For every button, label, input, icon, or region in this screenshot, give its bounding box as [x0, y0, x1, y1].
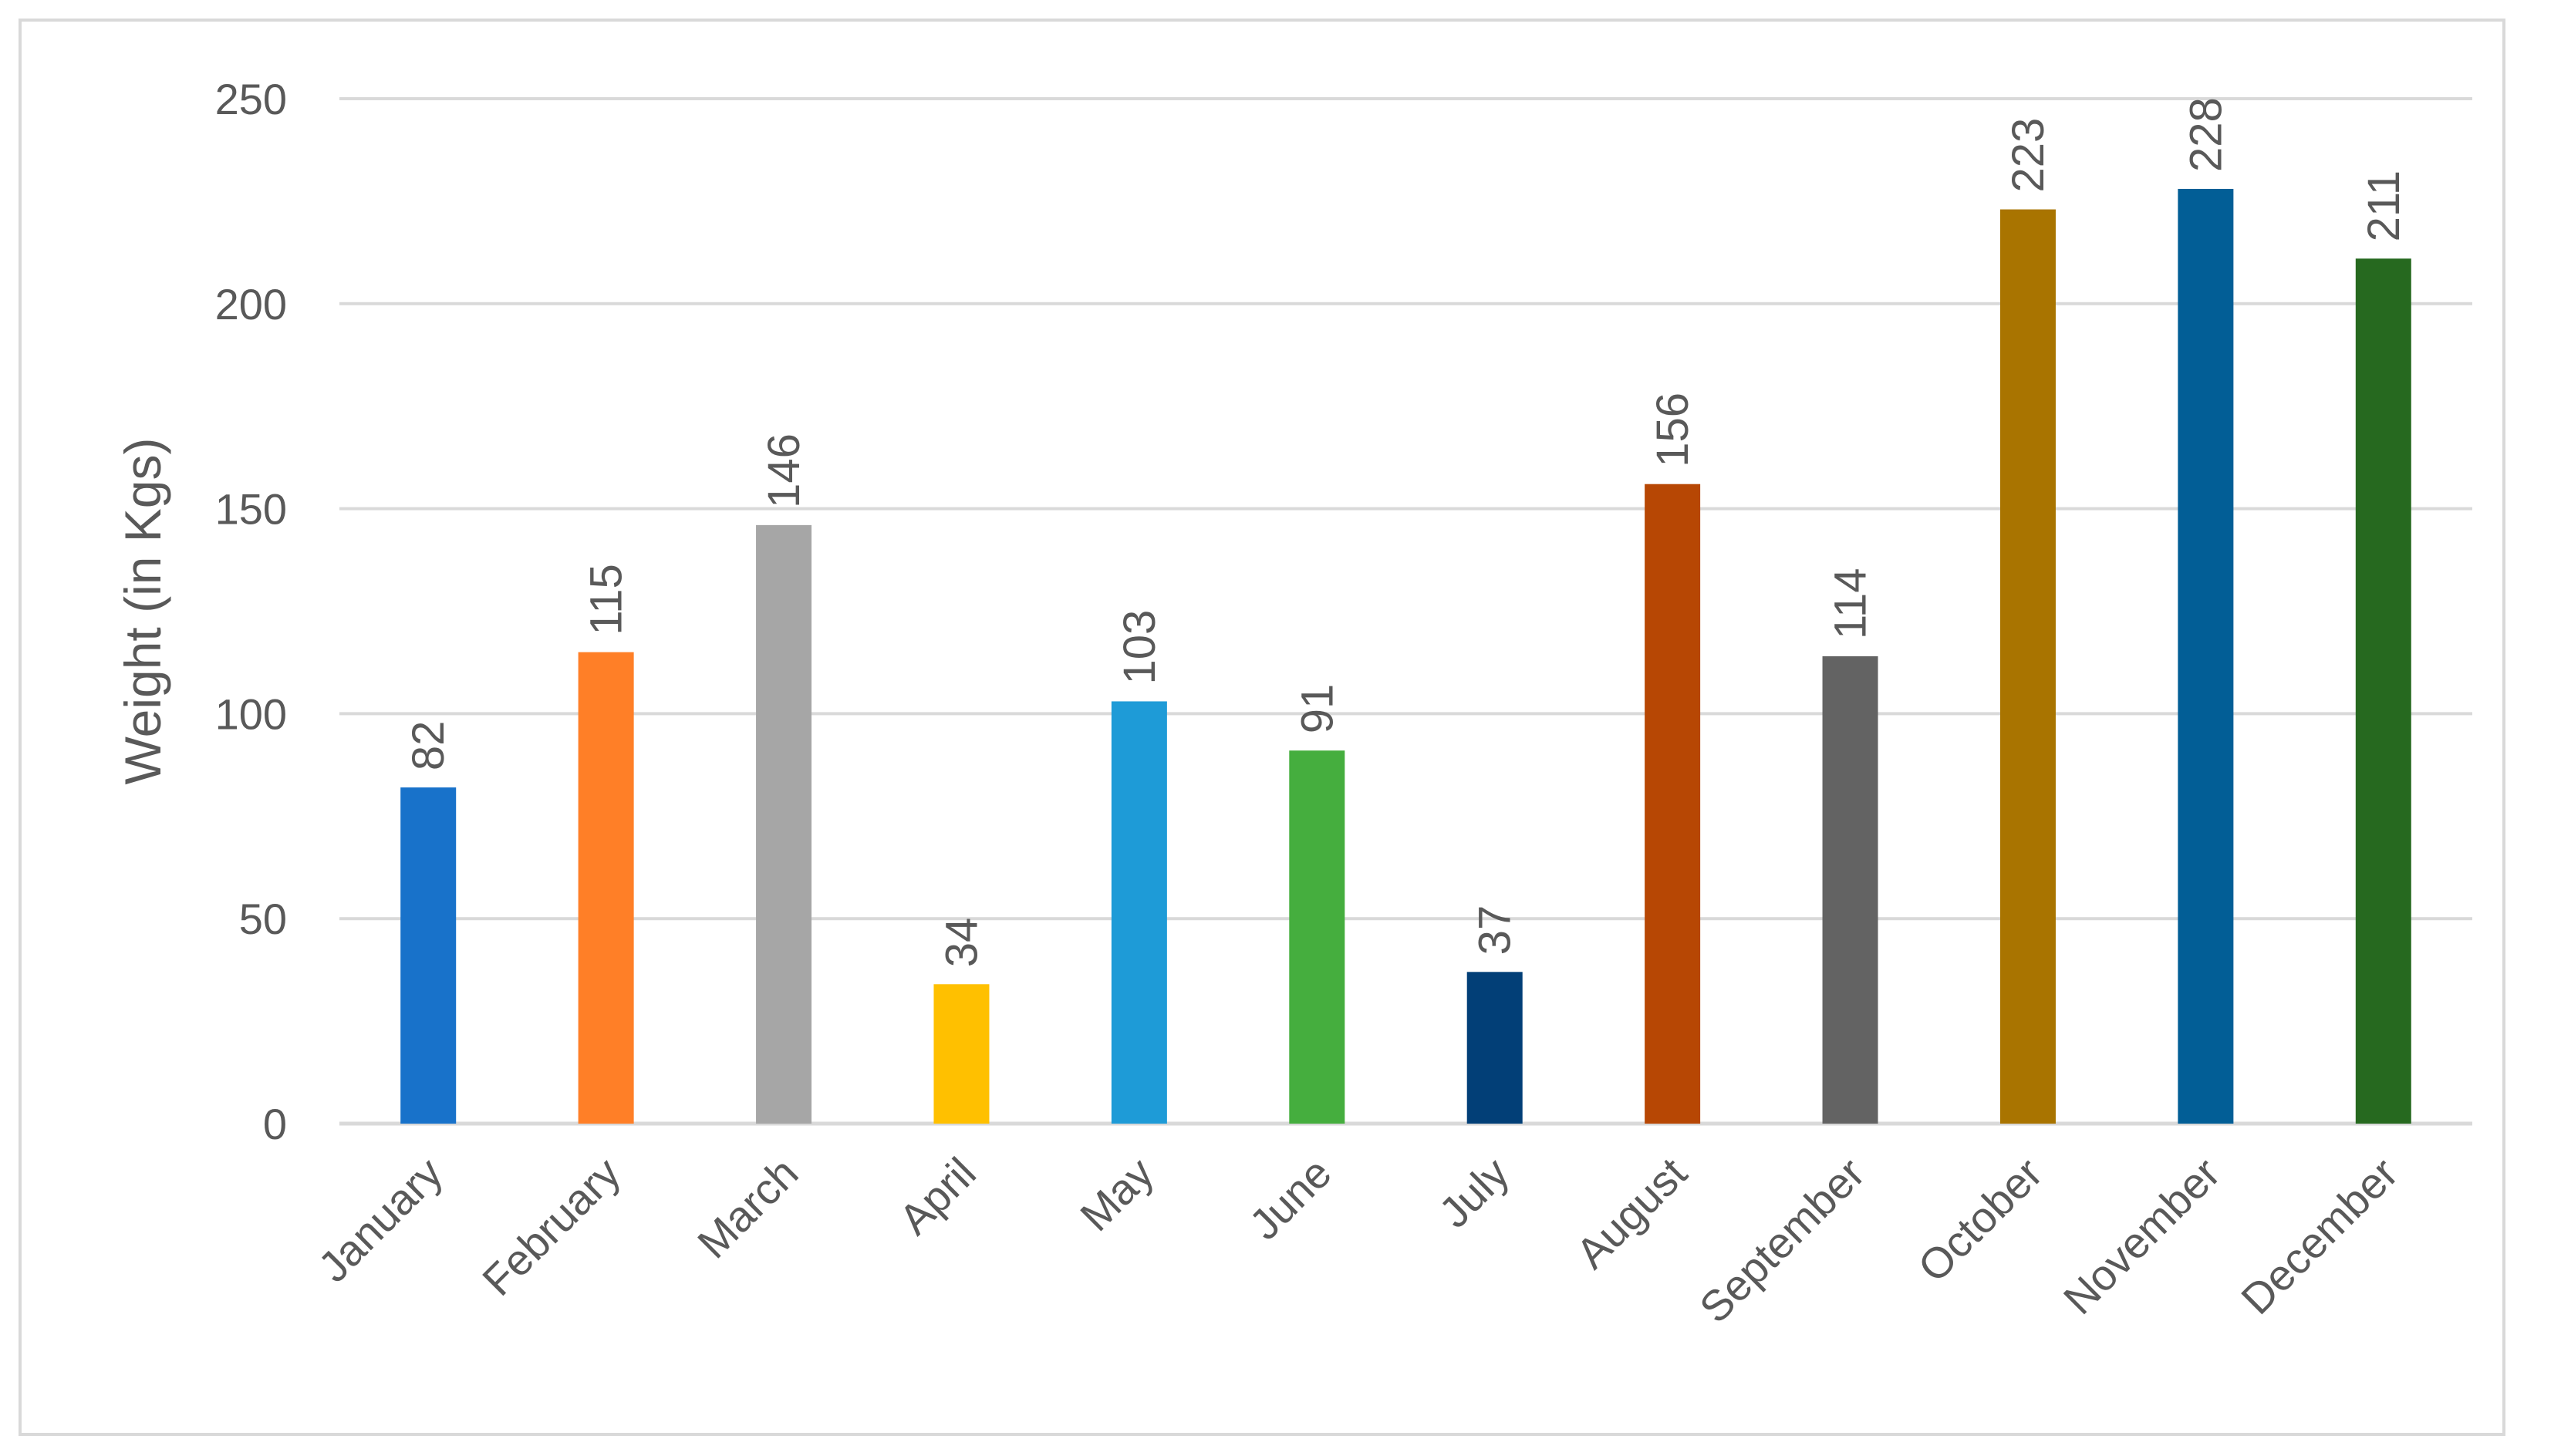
y-tick-label: 250 [215, 75, 287, 123]
y-tick-label: 0 [263, 1100, 287, 1148]
data-label-november: 228 [2181, 97, 2231, 172]
data-label-january: 82 [403, 721, 454, 771]
data-label-april: 34 [936, 918, 987, 968]
gridlines [339, 97, 2472, 1126]
bar-march [756, 524, 812, 1124]
data-label-may: 103 [1115, 610, 1165, 685]
bar-may [1111, 701, 1167, 1124]
bar-august [1645, 484, 1701, 1124]
data-labels: 82 115 146 34 103 91 37 156 114 223 228 211 [403, 97, 2409, 967]
data-label-february: 115 [582, 564, 632, 635]
y-tick-label: 200 [215, 280, 287, 329]
data-label-august: 156 [1648, 393, 1698, 467]
y-axis-title: Weight (in Kgs) [114, 438, 171, 785]
y-tick-label: 50 [239, 895, 287, 943]
data-label-march: 146 [759, 433, 809, 508]
bar-december [2355, 258, 2411, 1124]
data-label-october: 223 [2003, 118, 2053, 193]
data-label-september: 114 [1826, 568, 1876, 639]
bar-june [1289, 750, 1345, 1124]
y-tick-label: 150 [215, 485, 287, 534]
bars [400, 188, 2411, 1124]
bar-january [400, 787, 457, 1124]
bar-july [1466, 972, 1523, 1124]
data-label-july: 37 [1470, 905, 1520, 956]
y-tick-label: 100 [215, 689, 287, 738]
y-axis-tick-labels: 0 50 100 150 200 250 [215, 75, 287, 1148]
bar-april [933, 984, 990, 1124]
bar-september [1822, 656, 1878, 1124]
bar-february [578, 652, 634, 1124]
data-label-june: 91 [1292, 684, 1342, 734]
bar-november [2178, 188, 2234, 1124]
data-label-december: 211 [2359, 170, 2409, 241]
bar-october [1999, 209, 2056, 1124]
chart-border [19, 19, 2505, 1436]
